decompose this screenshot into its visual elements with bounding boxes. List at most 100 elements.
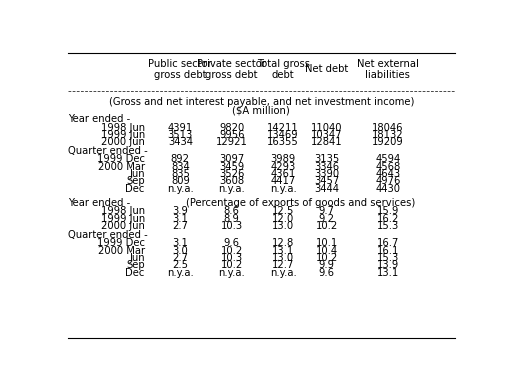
Text: 809: 809	[171, 176, 189, 186]
Text: 3608: 3608	[219, 176, 244, 186]
Text: 4417: 4417	[270, 176, 295, 186]
Text: 13.9: 13.9	[376, 260, 398, 270]
Text: 9.6: 9.6	[223, 238, 239, 248]
Text: 3434: 3434	[167, 137, 192, 147]
Text: 10.2: 10.2	[315, 221, 337, 231]
Text: 3.0: 3.0	[172, 246, 188, 256]
Text: 10.1: 10.1	[315, 238, 337, 248]
Text: 12.0: 12.0	[271, 214, 294, 224]
Text: Sep: Sep	[126, 176, 145, 186]
Text: 2000 Jun: 2000 Jun	[101, 221, 145, 231]
Text: (Percentage of exports of goods and services): (Percentage of exports of goods and serv…	[186, 198, 415, 208]
Text: Net debt: Net debt	[304, 65, 348, 74]
Text: 2.7: 2.7	[172, 253, 188, 263]
Text: 9.6: 9.6	[318, 268, 334, 278]
Text: 10.4: 10.4	[315, 246, 337, 256]
Text: 12.8: 12.8	[271, 238, 294, 248]
Text: 8.6: 8.6	[223, 206, 239, 217]
Text: 2000 Jun: 2000 Jun	[101, 137, 145, 147]
Text: 2.7: 2.7	[172, 221, 188, 231]
Text: 10.3: 10.3	[220, 221, 242, 231]
Text: 16.7: 16.7	[376, 238, 398, 248]
Text: Dec: Dec	[125, 184, 145, 194]
Text: 3513: 3513	[167, 130, 192, 140]
Text: 3346: 3346	[314, 162, 338, 172]
Text: Total gross
debt: Total gross debt	[256, 58, 309, 80]
Text: n.y.a.: n.y.a.	[218, 268, 245, 278]
Text: 3444: 3444	[314, 184, 338, 194]
Text: 4430: 4430	[375, 184, 400, 194]
Text: 18132: 18132	[371, 130, 403, 140]
Text: 9.9: 9.9	[318, 260, 334, 270]
Text: 1999 Jun: 1999 Jun	[100, 130, 145, 140]
Text: 4391: 4391	[167, 123, 192, 133]
Text: 835: 835	[171, 169, 189, 179]
Text: 18046: 18046	[372, 123, 403, 133]
Text: 3135: 3135	[314, 154, 338, 164]
Text: Net external
liabilities: Net external liabilities	[356, 58, 418, 80]
Text: 16355: 16355	[267, 137, 298, 147]
Text: 15.3: 15.3	[376, 221, 398, 231]
Text: 2000 Mar: 2000 Mar	[97, 246, 145, 256]
Text: 16.1: 16.1	[376, 246, 398, 256]
Text: Jun: Jun	[129, 253, 145, 263]
Text: 3390: 3390	[314, 169, 338, 179]
Text: 1998 Jun: 1998 Jun	[100, 206, 145, 217]
Text: 12841: 12841	[310, 137, 342, 147]
Text: 11040: 11040	[310, 123, 342, 133]
Text: 1999 Dec: 1999 Dec	[97, 238, 145, 248]
Text: 4293: 4293	[270, 162, 295, 172]
Text: 892: 892	[171, 154, 189, 164]
Text: 3459: 3459	[219, 162, 244, 172]
Text: 13.0: 13.0	[271, 221, 294, 231]
Text: 9.7: 9.7	[318, 206, 334, 217]
Text: 1999 Jun: 1999 Jun	[100, 214, 145, 224]
Text: Public sector
gross debt: Public sector gross debt	[148, 58, 212, 80]
Text: Quarter ended -: Quarter ended -	[68, 146, 147, 156]
Text: 834: 834	[171, 162, 189, 172]
Text: 1998 Jun: 1998 Jun	[100, 123, 145, 133]
Text: Jun: Jun	[129, 169, 145, 179]
Text: 4976: 4976	[375, 176, 400, 186]
Text: 9956: 9956	[218, 130, 244, 140]
Text: 10347: 10347	[310, 130, 342, 140]
Text: 16.2: 16.2	[376, 214, 398, 224]
Text: Year ended -: Year ended -	[68, 198, 130, 208]
Text: n.y.a.: n.y.a.	[218, 184, 245, 194]
Text: 3.1: 3.1	[172, 214, 188, 224]
Text: 10.2: 10.2	[220, 260, 242, 270]
Text: 15.3: 15.3	[376, 253, 398, 263]
Text: 3457: 3457	[314, 176, 338, 186]
Text: 15.9: 15.9	[376, 206, 398, 217]
Text: 12921: 12921	[215, 137, 247, 147]
Text: n.y.a.: n.y.a.	[166, 184, 193, 194]
Text: 3526: 3526	[218, 169, 244, 179]
Text: n.y.a.: n.y.a.	[166, 268, 193, 278]
Text: 3.1: 3.1	[172, 238, 188, 248]
Text: 2000 Mar: 2000 Mar	[97, 162, 145, 172]
Text: 4361: 4361	[270, 169, 295, 179]
Text: 3.9: 3.9	[172, 206, 188, 217]
Text: 4568: 4568	[375, 162, 400, 172]
Text: Year ended -: Year ended -	[68, 114, 130, 125]
Text: 4594: 4594	[375, 154, 400, 164]
Text: 12.7: 12.7	[271, 260, 294, 270]
Text: 10.3: 10.3	[220, 253, 242, 263]
Text: 14211: 14211	[267, 123, 298, 133]
Text: 13.0: 13.0	[271, 253, 294, 263]
Text: 13469: 13469	[267, 130, 298, 140]
Text: 2.5: 2.5	[172, 260, 188, 270]
Text: Sep: Sep	[126, 260, 145, 270]
Text: Dec: Dec	[125, 268, 145, 278]
Text: 4643: 4643	[375, 169, 400, 179]
Text: 3989: 3989	[270, 154, 295, 164]
Text: 12.5: 12.5	[271, 206, 294, 217]
Text: 13.1: 13.1	[271, 246, 294, 256]
Text: ($A million): ($A million)	[232, 105, 290, 115]
Text: 3097: 3097	[219, 154, 244, 164]
Text: n.y.a.: n.y.a.	[269, 268, 296, 278]
Text: (Gross and net interest payable, and net investment income): (Gross and net interest payable, and net…	[108, 97, 413, 107]
Text: n.y.a.: n.y.a.	[269, 184, 296, 194]
Text: 9820: 9820	[219, 123, 244, 133]
Text: 19209: 19209	[371, 137, 403, 147]
